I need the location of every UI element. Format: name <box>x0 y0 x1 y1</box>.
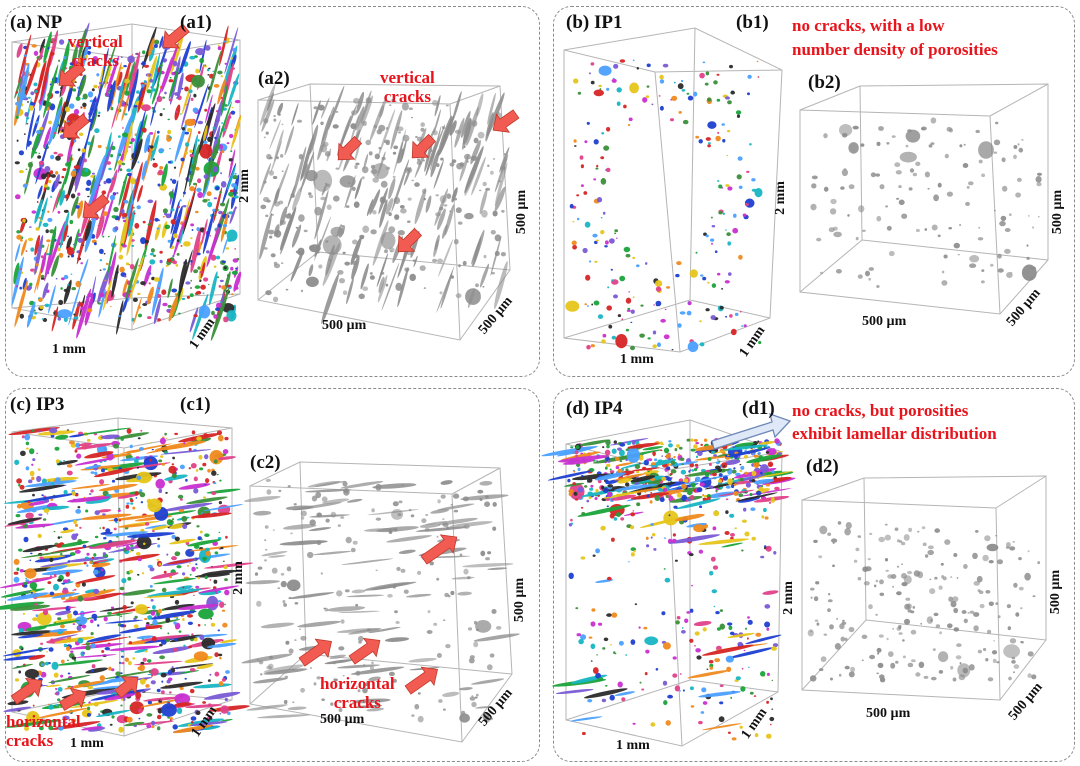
panel-a1-label: (a1) <box>180 12 212 33</box>
c1-height-label: 2 mm <box>230 561 246 595</box>
red-arrow-icon <box>58 687 87 711</box>
callout-arrow <box>711 412 792 450</box>
b2-width-label: 500 µm <box>862 314 907 329</box>
panel-a-label: (a) NP <box>10 12 63 33</box>
a1-crack-annotation: vertical cracks <box>68 32 123 70</box>
red-arrow-icon <box>411 133 437 159</box>
a2-height-label: 500 µm <box>514 189 530 235</box>
panel-b2-label: (b2) <box>808 72 841 93</box>
panel-d-label: (d) IP4 <box>566 398 623 419</box>
red-arrow-icon <box>397 227 423 253</box>
red-arrow-icon <box>337 135 363 161</box>
panel-b-label: (b) IP1 <box>566 12 623 33</box>
c2-crack-annotation: horizontal cracks <box>320 674 395 712</box>
d1-height-label: 2 mm <box>780 581 796 615</box>
panel-d1-label: (d1) <box>742 398 775 419</box>
red-arrow-icon <box>62 113 90 139</box>
d2-height-label: 500 µm <box>1048 569 1064 615</box>
a1-height-label: 2 mm <box>236 169 252 203</box>
panel-c-frame <box>5 388 540 762</box>
panel-c-label: (c) IP3 <box>10 394 65 415</box>
panel-b-frame <box>553 6 1075 377</box>
b1-height-label: 2 mm <box>772 181 788 215</box>
panel-d2-label: (d2) <box>806 456 839 477</box>
red-arrow-icon <box>58 61 86 87</box>
d1-width-label: 1 mm <box>616 738 650 753</box>
c1-width-label: 1 mm <box>70 736 104 751</box>
red-arrow-icon <box>162 23 190 49</box>
panel-d-frame <box>553 388 1075 762</box>
c1-crack-annotation: horizontal cracks <box>6 712 81 750</box>
red-arrow-icon <box>114 676 139 699</box>
panel-c2-label: (c2) <box>250 452 281 473</box>
red-arrow-icon <box>298 638 332 667</box>
red-arrow-icon <box>348 637 381 665</box>
red-arrow-icon <box>492 109 520 133</box>
panel-a2-label: (a2) <box>258 68 290 89</box>
d2-width-label: 500 µm <box>866 706 911 721</box>
panel-c1-label: (c1) <box>180 394 211 415</box>
d2-bounding-box <box>801 475 1047 701</box>
a2-crack-annotation: vertical cracks <box>380 68 435 106</box>
panel-a-frame <box>5 6 540 377</box>
red-arrow-icon <box>82 193 110 219</box>
b1-bounding-box <box>563 27 783 353</box>
b2-height-label: 500 µm <box>1050 189 1066 235</box>
a1-width-label: 1 mm <box>52 342 86 357</box>
red-arrow-icon <box>420 534 458 565</box>
b1-width-label: 1 mm <box>620 352 654 367</box>
a2-width-label: 500 µm <box>322 318 367 333</box>
d1-bounding-box <box>565 419 783 747</box>
b-annotation: no cracks, with a low number density of p… <box>792 16 998 59</box>
red-arrow-icon <box>10 677 43 705</box>
panel-b1-label: (b1) <box>736 12 769 33</box>
d-annotation: no cracks, but porosities exhibit lamella… <box>792 401 997 443</box>
b2-bounding-box <box>799 83 1049 315</box>
red-arrow-icon <box>404 666 438 695</box>
c2-width-label: 500 µm <box>320 712 365 727</box>
c2-height-label: 500 µm <box>512 577 528 623</box>
